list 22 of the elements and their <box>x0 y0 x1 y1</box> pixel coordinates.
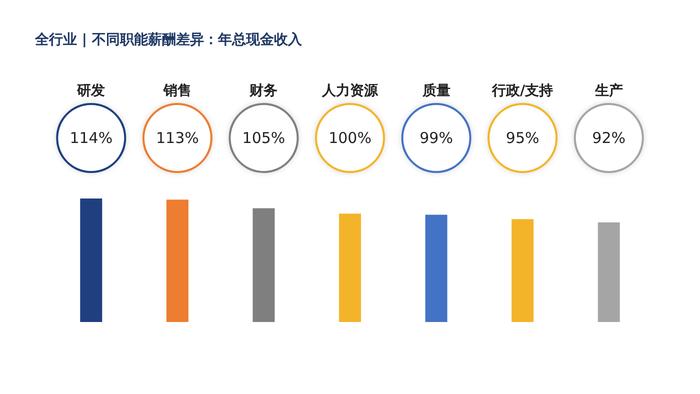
data-label: 99% <box>420 129 453 147</box>
bar <box>512 219 534 322</box>
x-tick-label: 质量 <box>421 82 450 99</box>
bar <box>80 198 102 322</box>
x-tick-label: 销售 <box>162 83 192 99</box>
x-tick-label: 研发 <box>76 83 106 99</box>
x-tick-label: 人力资源 <box>321 83 379 99</box>
data-label: 100% <box>328 129 372 147</box>
bar <box>425 214 448 322</box>
bar <box>339 214 361 322</box>
bar <box>252 208 275 322</box>
data-label: 105% <box>242 129 286 147</box>
bar <box>166 200 188 322</box>
data-label: 113% <box>156 129 199 147</box>
data-label: 95% <box>506 129 540 147</box>
x-tick-label: 行政/支持 <box>491 83 554 99</box>
chart-title: 全行业 | 不同职能薪酬差异：年总现金收入 <box>34 32 303 48</box>
x-tick-label: 财务 <box>248 83 278 99</box>
bar <box>598 222 620 322</box>
data-label: 92% <box>592 129 626 147</box>
data-label: 114% <box>70 129 113 147</box>
x-tick-label: 生产 <box>594 82 623 99</box>
